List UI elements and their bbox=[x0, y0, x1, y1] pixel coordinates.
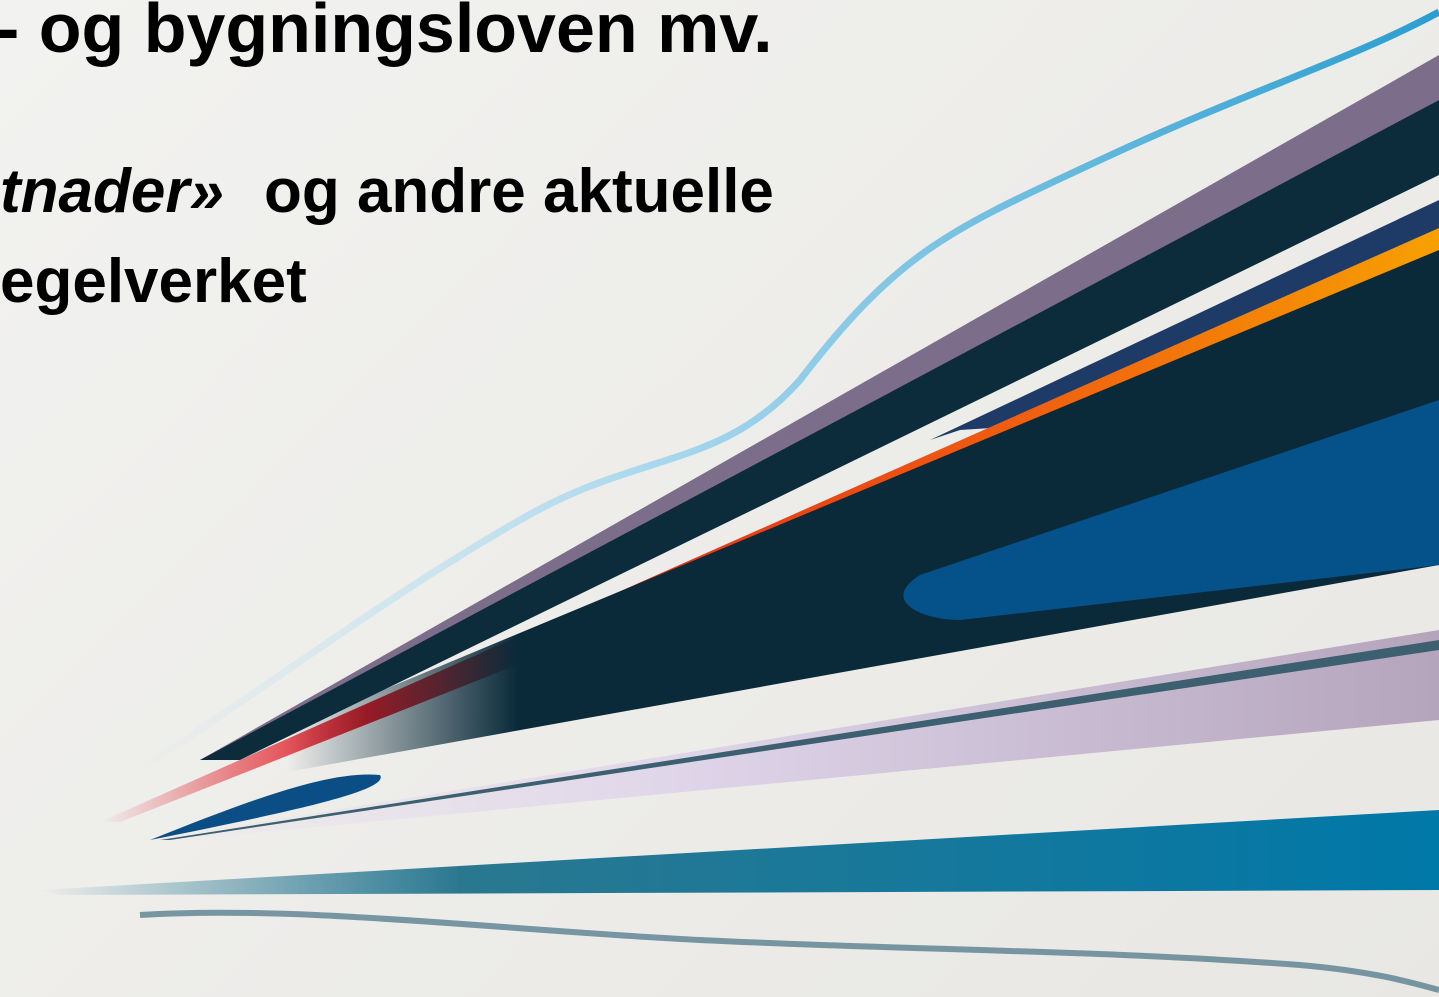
subtitle-text: og andre aktuelle bbox=[264, 157, 774, 226]
band-teal bbox=[40, 810, 1439, 895]
subtitle-italic: tnader» bbox=[0, 157, 224, 226]
slide-title: - og bygningsloven mv. bbox=[0, 0, 773, 68]
wave-line-bottom bbox=[140, 913, 1439, 990]
slide: - og bygningsloven mv. tnader» og andre a… bbox=[0, 0, 1439, 997]
subtitle-line: tnader» og andre aktuelle bbox=[0, 156, 774, 227]
decoration bbox=[0, 0, 1439, 997]
subtitle-line: egelverket bbox=[0, 246, 307, 317]
